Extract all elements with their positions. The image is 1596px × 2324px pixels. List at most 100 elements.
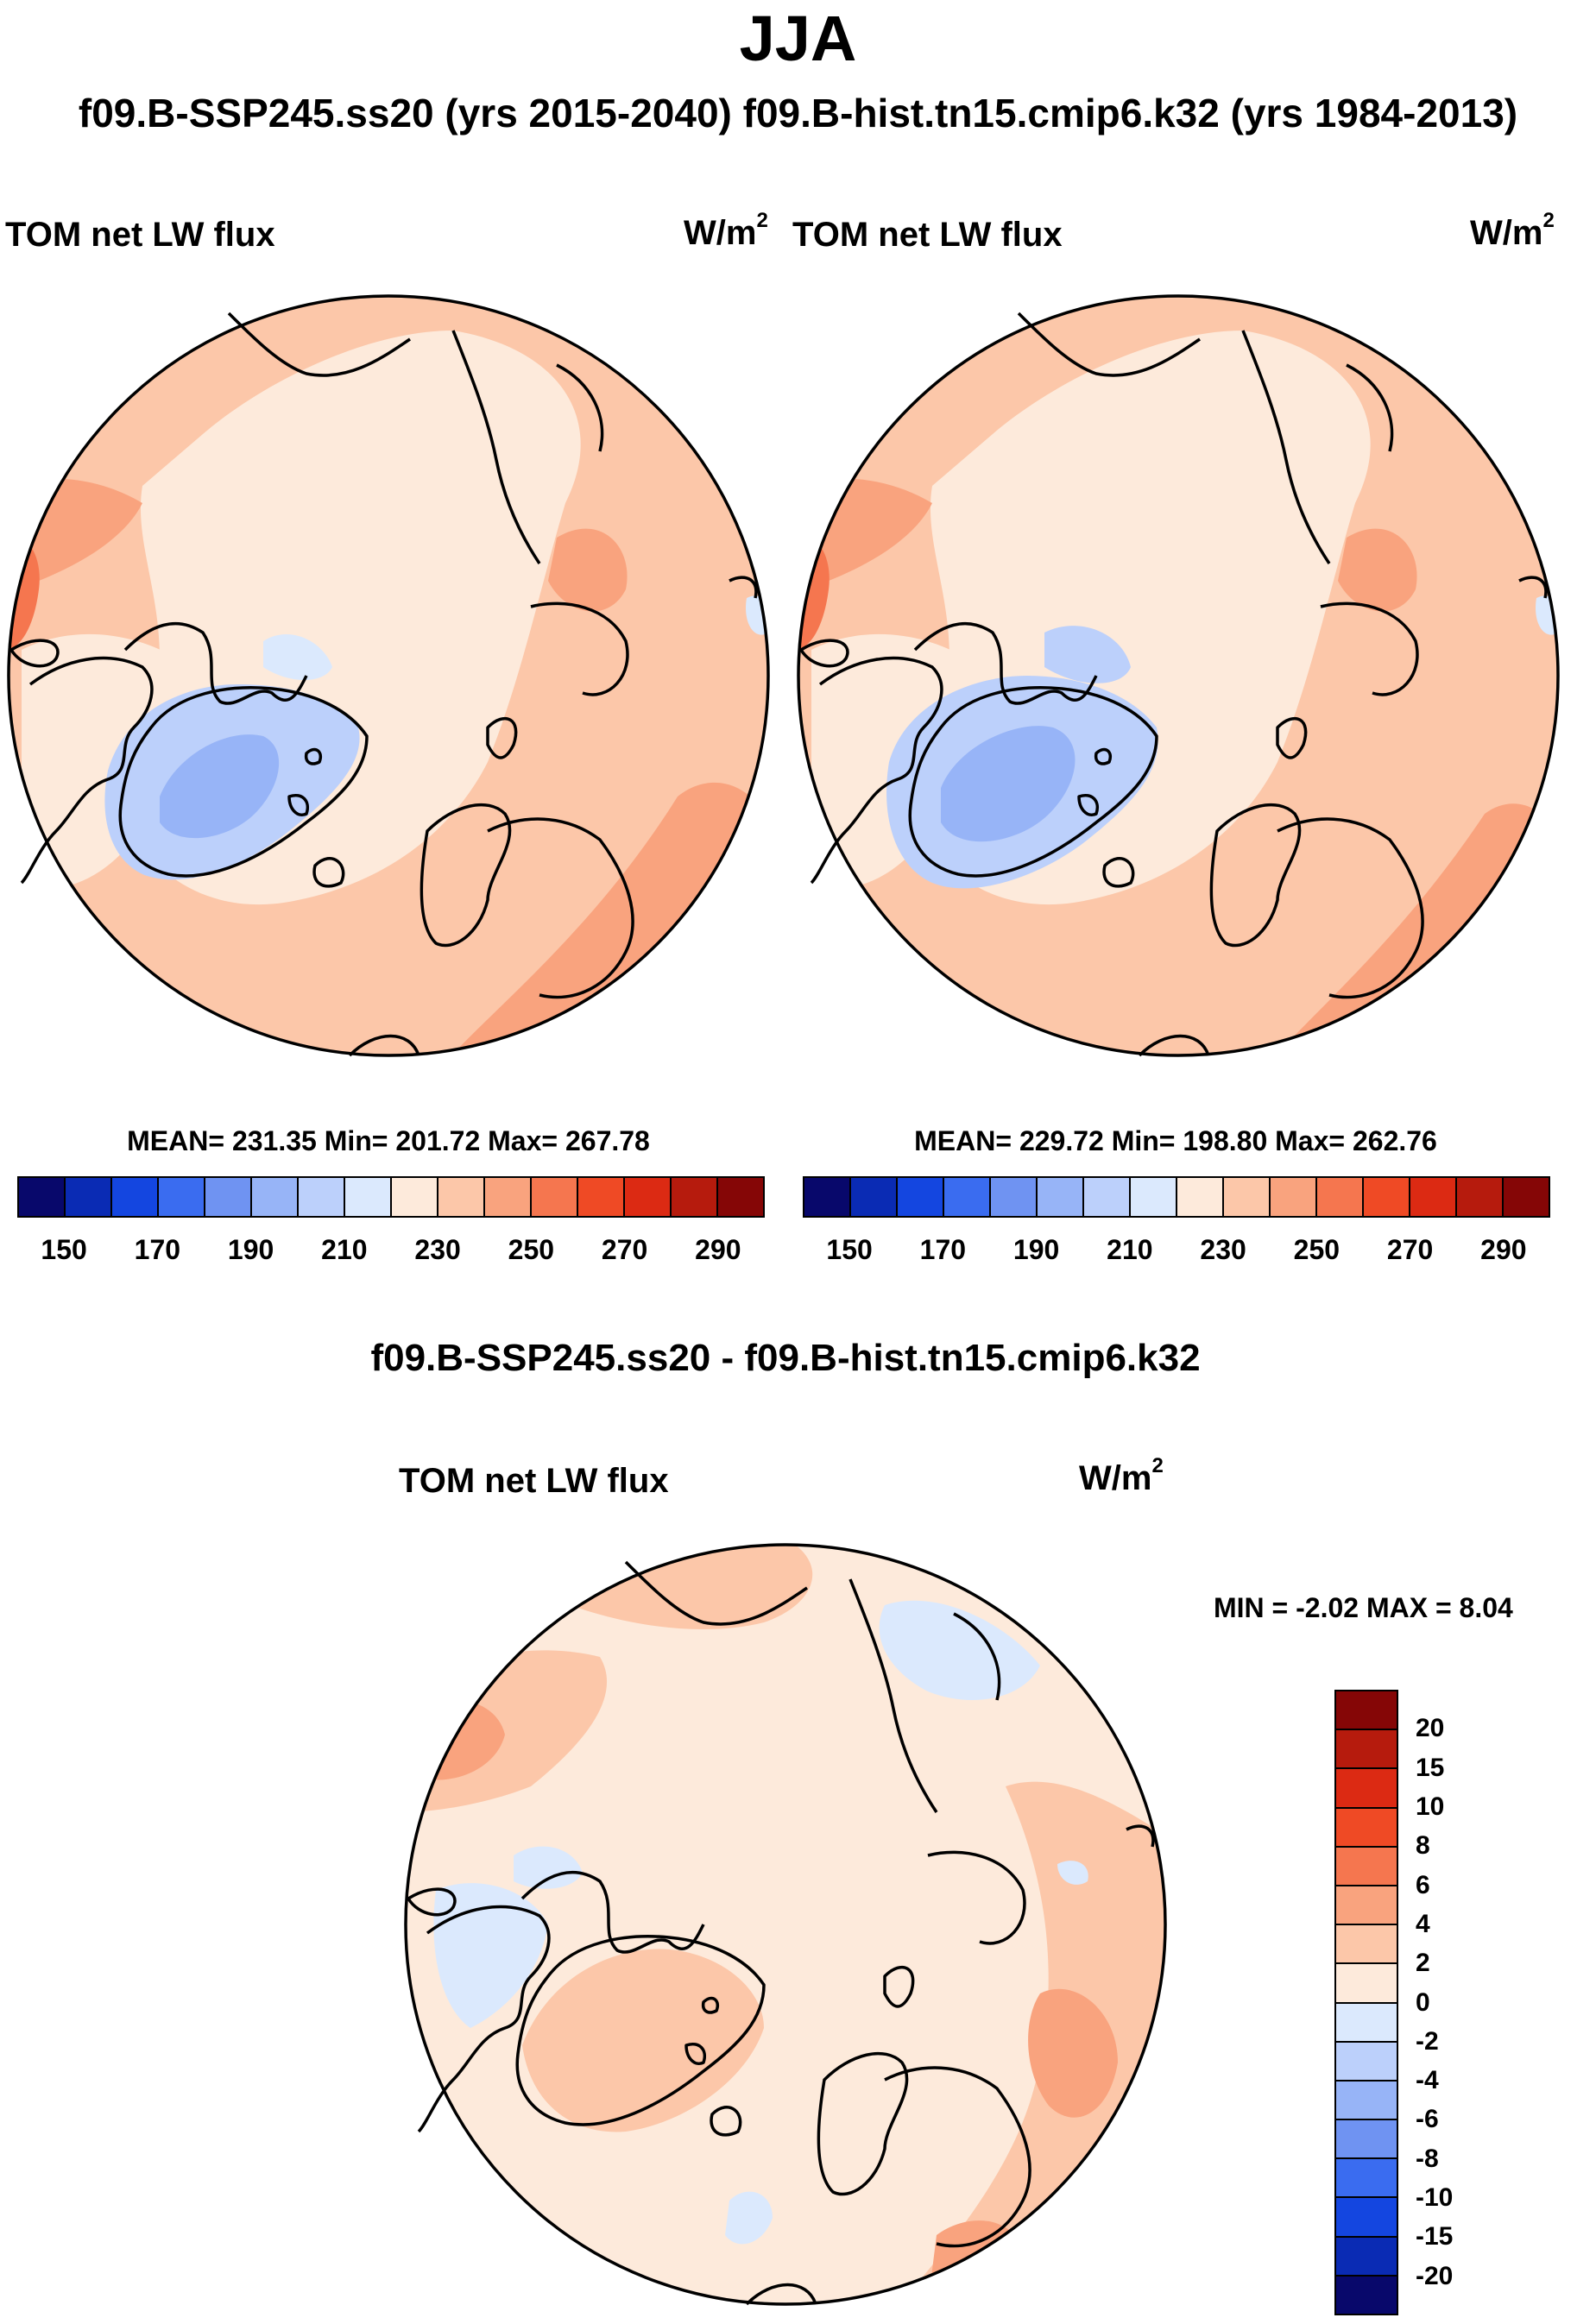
diff-units-exp: 2 [1151, 1454, 1164, 1477]
panel1-colorbar [17, 1176, 765, 1218]
diff-colorbar-tick-label: 0 [1416, 1987, 1430, 2017]
colorbar-swatch [532, 1178, 578, 1216]
colorbar-swatch [718, 1178, 763, 1216]
panel2-stats: MEAN= 229.72 Min= 198.80 Max= 262.76 [914, 1125, 1437, 1156]
diff-colorbar-tick-label: 15 [1416, 1753, 1445, 1782]
diff-colorbar-swatch [1336, 2003, 1397, 2043]
panel1-stats: MEAN= 231.35 Min= 201.72 Max= 267.78 [127, 1125, 650, 1156]
map3-orange-south [928, 2220, 1023, 2304]
colorbar-swatch [392, 1178, 438, 1216]
map2-islands-blue [1044, 626, 1131, 683]
map3-boundary [404, 1543, 1167, 2306]
diff-variable-label: TOM net LW flux [399, 1462, 669, 1500]
colorbar-swatch [672, 1178, 718, 1216]
diff-units: W/m2 [1079, 1456, 1164, 1497]
colorbar-swatch [944, 1178, 991, 1216]
colorbar-swatch [205, 1178, 252, 1216]
diff-colorbar-swatch [1336, 1730, 1397, 1770]
colorbar-tick-label: 150 [826, 1234, 873, 1265]
diff-colorbar-swatch [1336, 2198, 1397, 2238]
panel1-units: W/m2 [684, 211, 768, 252]
diff-colorbar-swatch [1336, 1886, 1397, 1926]
colorbar-swatch [299, 1178, 345, 1216]
panel2-colorbar [803, 1176, 1550, 1218]
map2-salmon-east [1338, 528, 1417, 612]
panel2-polar-map [797, 294, 1560, 1057]
map2-coastlines [799, 312, 1548, 1057]
diff-colorbar-tick-label: -15 [1416, 2222, 1454, 2252]
diff-colorbar-swatch [1336, 1691, 1397, 1731]
panel2-units-base: W/m [1470, 214, 1543, 252]
colorbar-swatch [112, 1178, 159, 1216]
colorbar-tick-label: 250 [508, 1234, 555, 1265]
diff-units-base: W/m [1079, 1459, 1152, 1497]
colorbar-swatch [578, 1178, 625, 1216]
colorbar-swatch [252, 1178, 299, 1216]
map2-boundary [797, 294, 1560, 1057]
panel2-variable-label: TOM net LW flux [792, 216, 1063, 254]
diff-colorbar-swatch [1336, 2120, 1397, 2160]
colorbar-swatch [1224, 1178, 1271, 1216]
diff-colorbar-swatch [1336, 2159, 1397, 2199]
colorbar-swatch [1271, 1178, 1317, 1216]
colorbar-tick-label: 270 [601, 1234, 648, 1265]
diff-colorbar-tick-label: -2 [1416, 2026, 1439, 2056]
map1-coastlines [9, 312, 758, 1057]
colorbar-swatch [1504, 1178, 1549, 1216]
diff-colorbar-tick-label: 6 [1416, 1870, 1430, 1899]
colorbar-swatch [851, 1178, 898, 1216]
diff-colorbar-tick-label: -8 [1416, 2144, 1439, 2173]
panel2-colorbar-ticks: 150 170 190 210 230 250 270 290 [803, 1234, 1550, 1269]
colorbar-tick-label: 170 [134, 1234, 181, 1265]
diff-minmax: MIN = -2.02 MAX = 8.04 [1214, 1592, 1513, 1623]
colorbar-tick-label: 270 [1386, 1234, 1434, 1265]
panel1-units-base: W/m [684, 214, 757, 252]
diff-colorbar-swatch [1336, 2237, 1397, 2277]
colorbar-tick-label: 290 [1480, 1234, 1527, 1265]
diff-colorbar-swatch [1336, 2081, 1397, 2121]
map3-greenland-salmon [522, 1949, 764, 2132]
colorbar-swatch [898, 1178, 944, 1216]
diff-colorbar-tick-label: -4 [1416, 2066, 1439, 2095]
map2-greenland-core [941, 726, 1076, 842]
map3-blue-west [433, 1883, 548, 2028]
colorbar-swatch [1410, 1178, 1457, 1216]
colorbar-swatch [66, 1178, 112, 1216]
colorbar-swatch [625, 1178, 672, 1216]
panel2-units-exp: 2 [1542, 209, 1555, 232]
colorbar-tick-label: 170 [919, 1234, 967, 1265]
map1-boundary [7, 294, 770, 1057]
map3-coastlines [407, 1560, 1155, 2306]
panel1-variable-label: TOM net LW flux [5, 216, 275, 254]
diff-colorbar-tick-label: -6 [1416, 2105, 1439, 2134]
colorbar-tick-label: 210 [321, 1234, 368, 1265]
diff-colorbar-tick-label: -20 [1416, 2261, 1454, 2290]
map3-blue-scandinavia [725, 2191, 773, 2245]
colorbar-swatch [485, 1178, 532, 1216]
colorbar-tick-label: 250 [1293, 1234, 1341, 1265]
colorbar-swatch [991, 1178, 1038, 1216]
colorbar-swatch [1084, 1178, 1131, 1216]
map1-islands-blue [263, 633, 332, 680]
diff-colorbar-tick-label: 8 [1416, 1831, 1430, 1861]
colorbar-tick-label: 230 [414, 1234, 461, 1265]
colorbar-swatch [1038, 1178, 1084, 1216]
colorbar-swatch [1177, 1178, 1224, 1216]
diff-colorbar-swatch [1336, 2042, 1397, 2082]
colorbar-tick-label: 190 [1012, 1234, 1060, 1265]
colorbar-swatch [1131, 1178, 1177, 1216]
diff-colorbar-swatch [1336, 1808, 1397, 1848]
diff-colorbar-tick-label: 4 [1416, 1909, 1430, 1938]
colorbar-swatch [1364, 1178, 1410, 1216]
diff-colorbar [1334, 1690, 1398, 2315]
colorbar-tick-label: 150 [41, 1234, 87, 1265]
diff-colorbar-tick-label: 20 [1416, 1714, 1445, 1743]
map3-blue-islands [514, 1846, 583, 1889]
colorbar-swatch [1457, 1178, 1504, 1216]
colorbar-tick-label: 210 [1107, 1234, 1153, 1265]
diff-colorbar-tick-label: -10 [1416, 2183, 1454, 2213]
map1-salmon-east [548, 528, 628, 612]
case-subtitle: f09.B-SSP245.ss20 (yrs 2015-2040) f09.B-… [78, 91, 1518, 135]
diff-colorbar-swatch [1336, 1769, 1397, 1809]
main-title: JJA [739, 3, 857, 74]
